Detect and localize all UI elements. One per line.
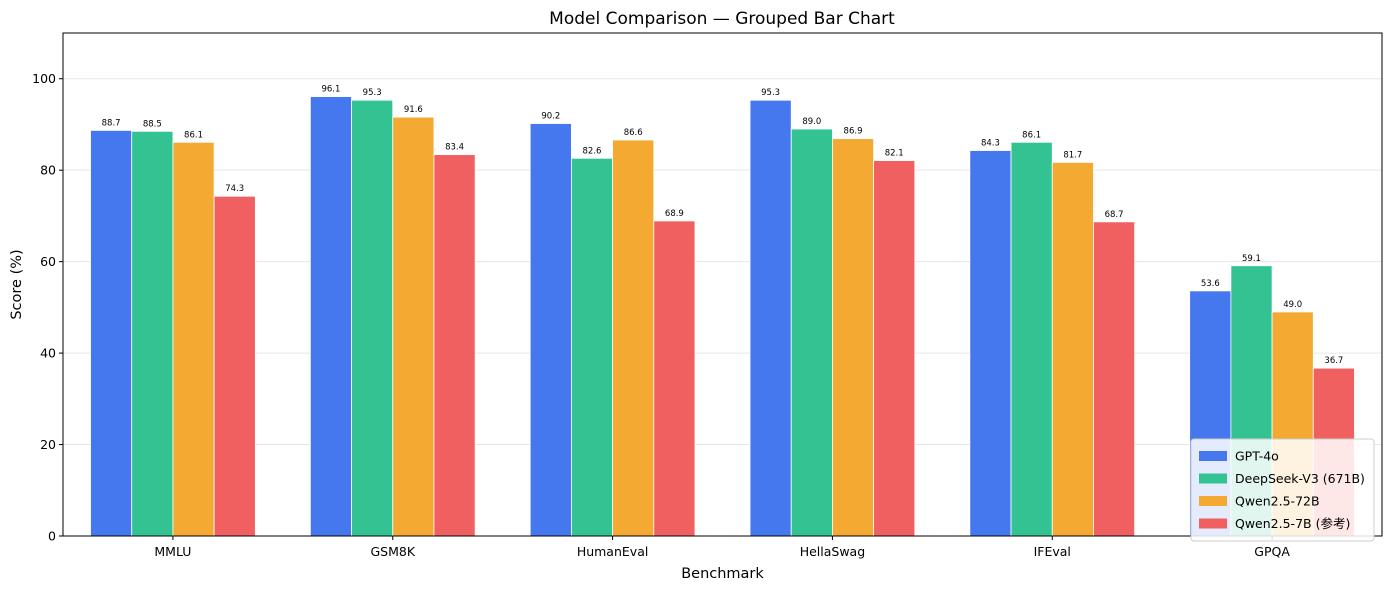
bar — [969, 150, 1012, 537]
data-label: 68.7 — [1105, 210, 1124, 220]
data-label: 95.3 — [363, 88, 382, 98]
bar — [873, 160, 916, 537]
x-tick-label: GSM8K — [370, 544, 415, 559]
bar — [433, 154, 476, 537]
bar — [172, 141, 215, 537]
x-tick-label: GPQA — [1254, 544, 1290, 559]
bar — [653, 220, 696, 537]
bars — [90, 96, 1355, 537]
data-label: 91.6 — [404, 105, 423, 115]
bar — [213, 195, 256, 537]
data-label: 49.0 — [1283, 300, 1302, 310]
gridlines — [63, 78, 1382, 446]
legend-entry: Qwen2.5-72B — [1235, 494, 1320, 509]
legend-swatch — [1199, 473, 1227, 484]
legend-entry: Qwen2.5-7B (参考) — [1235, 516, 1350, 531]
bar — [529, 123, 572, 537]
legend-entry: DeepSeek-V3 (671B) — [1235, 471, 1365, 486]
data-label: 84.3 — [981, 139, 1000, 149]
bar — [832, 138, 875, 537]
y-tick-label: 40 — [40, 346, 56, 361]
y-tick-label: 60 — [40, 254, 56, 269]
bar — [1010, 141, 1053, 537]
bar — [1093, 221, 1136, 537]
bar — [1051, 162, 1094, 537]
x-tick-label: HumanEval — [577, 544, 649, 559]
data-label: 86.9 — [844, 127, 863, 137]
legend-swatch — [1199, 451, 1227, 461]
bar — [131, 130, 174, 537]
y-tick-label: 80 — [40, 163, 56, 178]
legend-entry: GPT-4o — [1235, 449, 1279, 464]
bar — [790, 128, 833, 537]
y-tick-label: 20 — [40, 437, 56, 452]
data-label: 86.1 — [184, 130, 203, 140]
data-label: 74.3 — [225, 184, 244, 194]
data-label: 89.0 — [802, 117, 821, 127]
bar — [309, 96, 352, 537]
y-axis-label: Score (%) — [9, 249, 25, 319]
x-axis-label: Benchmark — [681, 566, 764, 582]
plot-frame — [62, 32, 1383, 537]
bar — [90, 129, 133, 537]
data-label: 83.4 — [445, 143, 464, 153]
x-tick-label: MMLU — [154, 544, 191, 559]
legend-box — [1190, 438, 1375, 542]
legend-swatch — [1199, 518, 1227, 529]
data-label: 59.1 — [1242, 254, 1261, 264]
data-label: 82.1 — [885, 149, 904, 159]
data-label: 81.7 — [1063, 150, 1082, 160]
bar — [570, 157, 613, 537]
y-axis-ticks: 0 20 40 60 80 100 — [32, 71, 63, 544]
chart-title: Model Comparison — Grouped Bar Chart — [549, 9, 895, 29]
legend: GPT-4o DeepSeek-V3 (671B) Qwen2.5-72B Qwen2… — [1190, 438, 1375, 542]
data-label: 68.9 — [665, 209, 684, 219]
data-label: 86.6 — [624, 128, 643, 138]
legend-swatch — [1199, 496, 1227, 506]
x-tick-label: HellaSwag — [800, 544, 865, 559]
bar — [749, 99, 792, 537]
data-label: 96.1 — [321, 85, 340, 95]
bar — [392, 116, 435, 537]
data-label: 36.7 — [1324, 356, 1343, 366]
y-tick-label: 0 — [48, 529, 56, 544]
bar — [351, 99, 394, 537]
data-label: 90.2 — [541, 112, 560, 122]
y-tick-label: 100 — [32, 71, 56, 86]
data-label: 88.5 — [143, 119, 162, 129]
x-axis-ticks: MMLU GSM8K HumanEval HellaSwag IFEval GPQA — [154, 536, 1290, 559]
data-labels: 88.7 88.5 86.1 74.3 96.1 95.3 91.6 83.4 90.2 82.6… — [102, 85, 1344, 367]
bar — [612, 139, 655, 537]
data-label: 82.6 — [583, 146, 602, 156]
data-label: 53.6 — [1201, 279, 1220, 289]
data-label: 95.3 — [761, 88, 780, 98]
x-tick-label: IFEval — [1034, 544, 1071, 559]
data-label: 88.7 — [102, 118, 121, 128]
data-label: 86.1 — [1022, 130, 1041, 140]
